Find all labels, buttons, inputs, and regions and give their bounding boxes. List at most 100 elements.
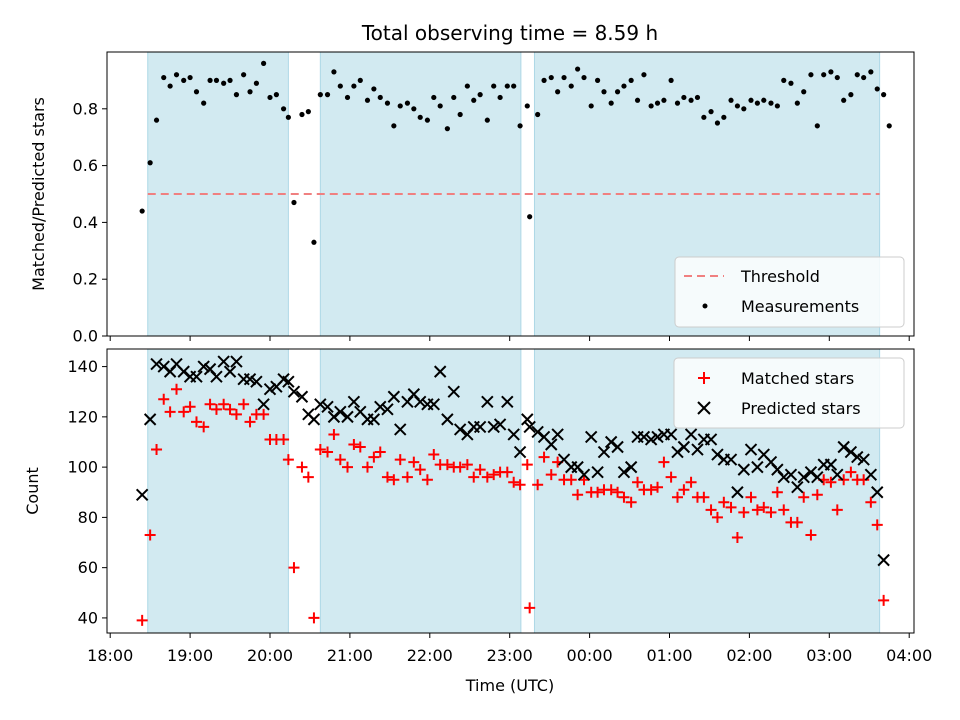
- measurement-point: [324, 92, 331, 98]
- matched-star-point: [381, 471, 393, 483]
- predicted-star-point: [387, 390, 401, 403]
- measurement-point: [848, 92, 854, 98]
- predicted-star-point: [250, 375, 263, 388]
- measurement-point: [351, 83, 357, 89]
- measurement-point: [311, 239, 317, 245]
- matched-star-point: [871, 519, 883, 531]
- predicted-star-point: [507, 428, 520, 441]
- measurement-point: [748, 97, 754, 103]
- matched-star-point: [658, 456, 670, 468]
- predicted-stars-series: [135, 355, 890, 567]
- matched-star-point: [678, 484, 690, 496]
- predicted-star-point: [501, 395, 514, 408]
- predicted-star-point: [651, 430, 664, 444]
- measurement-point: [581, 74, 587, 81]
- measurement-point: [548, 74, 554, 81]
- measurement-point: [714, 120, 721, 126]
- matched-star-point: [745, 491, 757, 503]
- measurement-point: [828, 69, 834, 75]
- matched-star-point: [765, 506, 777, 518]
- measurement-point: [621, 83, 627, 89]
- predicted-star-point: [611, 440, 624, 454]
- measurement-point: [601, 89, 607, 95]
- measurement-point: [484, 117, 490, 123]
- ratio-legend: Threshold Measurements: [674, 256, 905, 328]
- predicted-star-point: [877, 553, 890, 567]
- measurement-point: [854, 72, 860, 78]
- matched-star-point: [825, 476, 837, 488]
- measurement-point: [634, 97, 641, 103]
- measurement-point: [253, 80, 260, 86]
- count-y-tick-label: 80: [78, 508, 98, 527]
- measurement-point: [628, 77, 634, 83]
- ratio-legend-box: [674, 256, 905, 328]
- predicted-star-point: [664, 428, 678, 441]
- measurement-point: [814, 123, 820, 129]
- matched-star-point: [488, 469, 500, 481]
- measurement-point: [299, 111, 305, 118]
- predicted-star-point: [150, 357, 163, 371]
- legend-measurements-swatch: [702, 303, 708, 309]
- matched-star-point: [858, 474, 870, 486]
- matched-star-point: [468, 471, 480, 483]
- predicted-star-point: [811, 470, 824, 484]
- measurement-point: [774, 103, 780, 109]
- measurement-point: [641, 72, 647, 78]
- predicted-star-point: [644, 433, 658, 446]
- predicted-star-point: [282, 375, 295, 388]
- count-x-tick-label: 02:00: [726, 646, 772, 665]
- matched-star-point: [572, 489, 584, 501]
- measurement-point: [541, 77, 547, 83]
- predicted-star-point: [334, 405, 347, 419]
- ratio-y-axis-label: Matched/Predicted stars: [29, 97, 48, 291]
- matched-star-point: [178, 406, 190, 418]
- measurement-point: [457, 111, 463, 118]
- matched-star-point: [224, 403, 236, 415]
- measurement-point: [568, 83, 574, 89]
- ratio-y-tick-label: 0.2: [73, 270, 98, 289]
- measurement-point: [561, 74, 567, 81]
- matched-star-point: [164, 406, 176, 418]
- predicted-star-point: [473, 420, 487, 434]
- measurement-point: [801, 89, 807, 95]
- matched-star-point: [845, 466, 857, 478]
- predicted-star-point: [347, 395, 361, 408]
- measurement-point: [861, 74, 867, 81]
- predicted-star-point: [521, 413, 534, 426]
- measurement-point: [187, 74, 193, 81]
- measurement-point: [668, 77, 674, 83]
- predicted-star-point: [263, 383, 277, 396]
- predicted-star-point: [374, 400, 387, 414]
- predicted-star-point: [744, 443, 758, 456]
- matched-star-point: [751, 504, 763, 516]
- measurement-point: [728, 97, 734, 103]
- matched-star-point: [592, 486, 604, 498]
- count-x-tick-label: 01:00: [646, 646, 692, 665]
- measurement-point: [391, 123, 397, 129]
- measurement-point: [497, 94, 503, 101]
- matched-star-point: [612, 486, 624, 498]
- predicted-star-point: [791, 481, 804, 494]
- measurement-point: [808, 72, 814, 78]
- measurement-point: [588, 103, 594, 109]
- predicted-star-point: [447, 385, 460, 398]
- measurement-point: [377, 94, 383, 101]
- measurement-point: [701, 114, 707, 120]
- measurement-point: [233, 92, 240, 98]
- measurement-point: [608, 100, 614, 106]
- matched-star-point: [388, 474, 400, 486]
- count-x-tick-label: 22:00: [407, 646, 453, 665]
- matched-star-point: [508, 476, 520, 488]
- count-x-tick-label: 20:00: [247, 646, 293, 665]
- measurement-point: [384, 100, 391, 106]
- matched-star-point: [652, 481, 664, 493]
- predicted-star-point: [453, 423, 467, 436]
- count-legend-box: [673, 357, 905, 429]
- measurement-point: [681, 94, 687, 101]
- matched-star-point: [698, 491, 710, 503]
- measurement-point: [535, 111, 541, 118]
- legend-matched-label: Matched stars: [741, 369, 854, 388]
- measurement-point: [881, 92, 887, 98]
- matched-star-point: [831, 504, 843, 516]
- matched-star-point: [244, 416, 256, 428]
